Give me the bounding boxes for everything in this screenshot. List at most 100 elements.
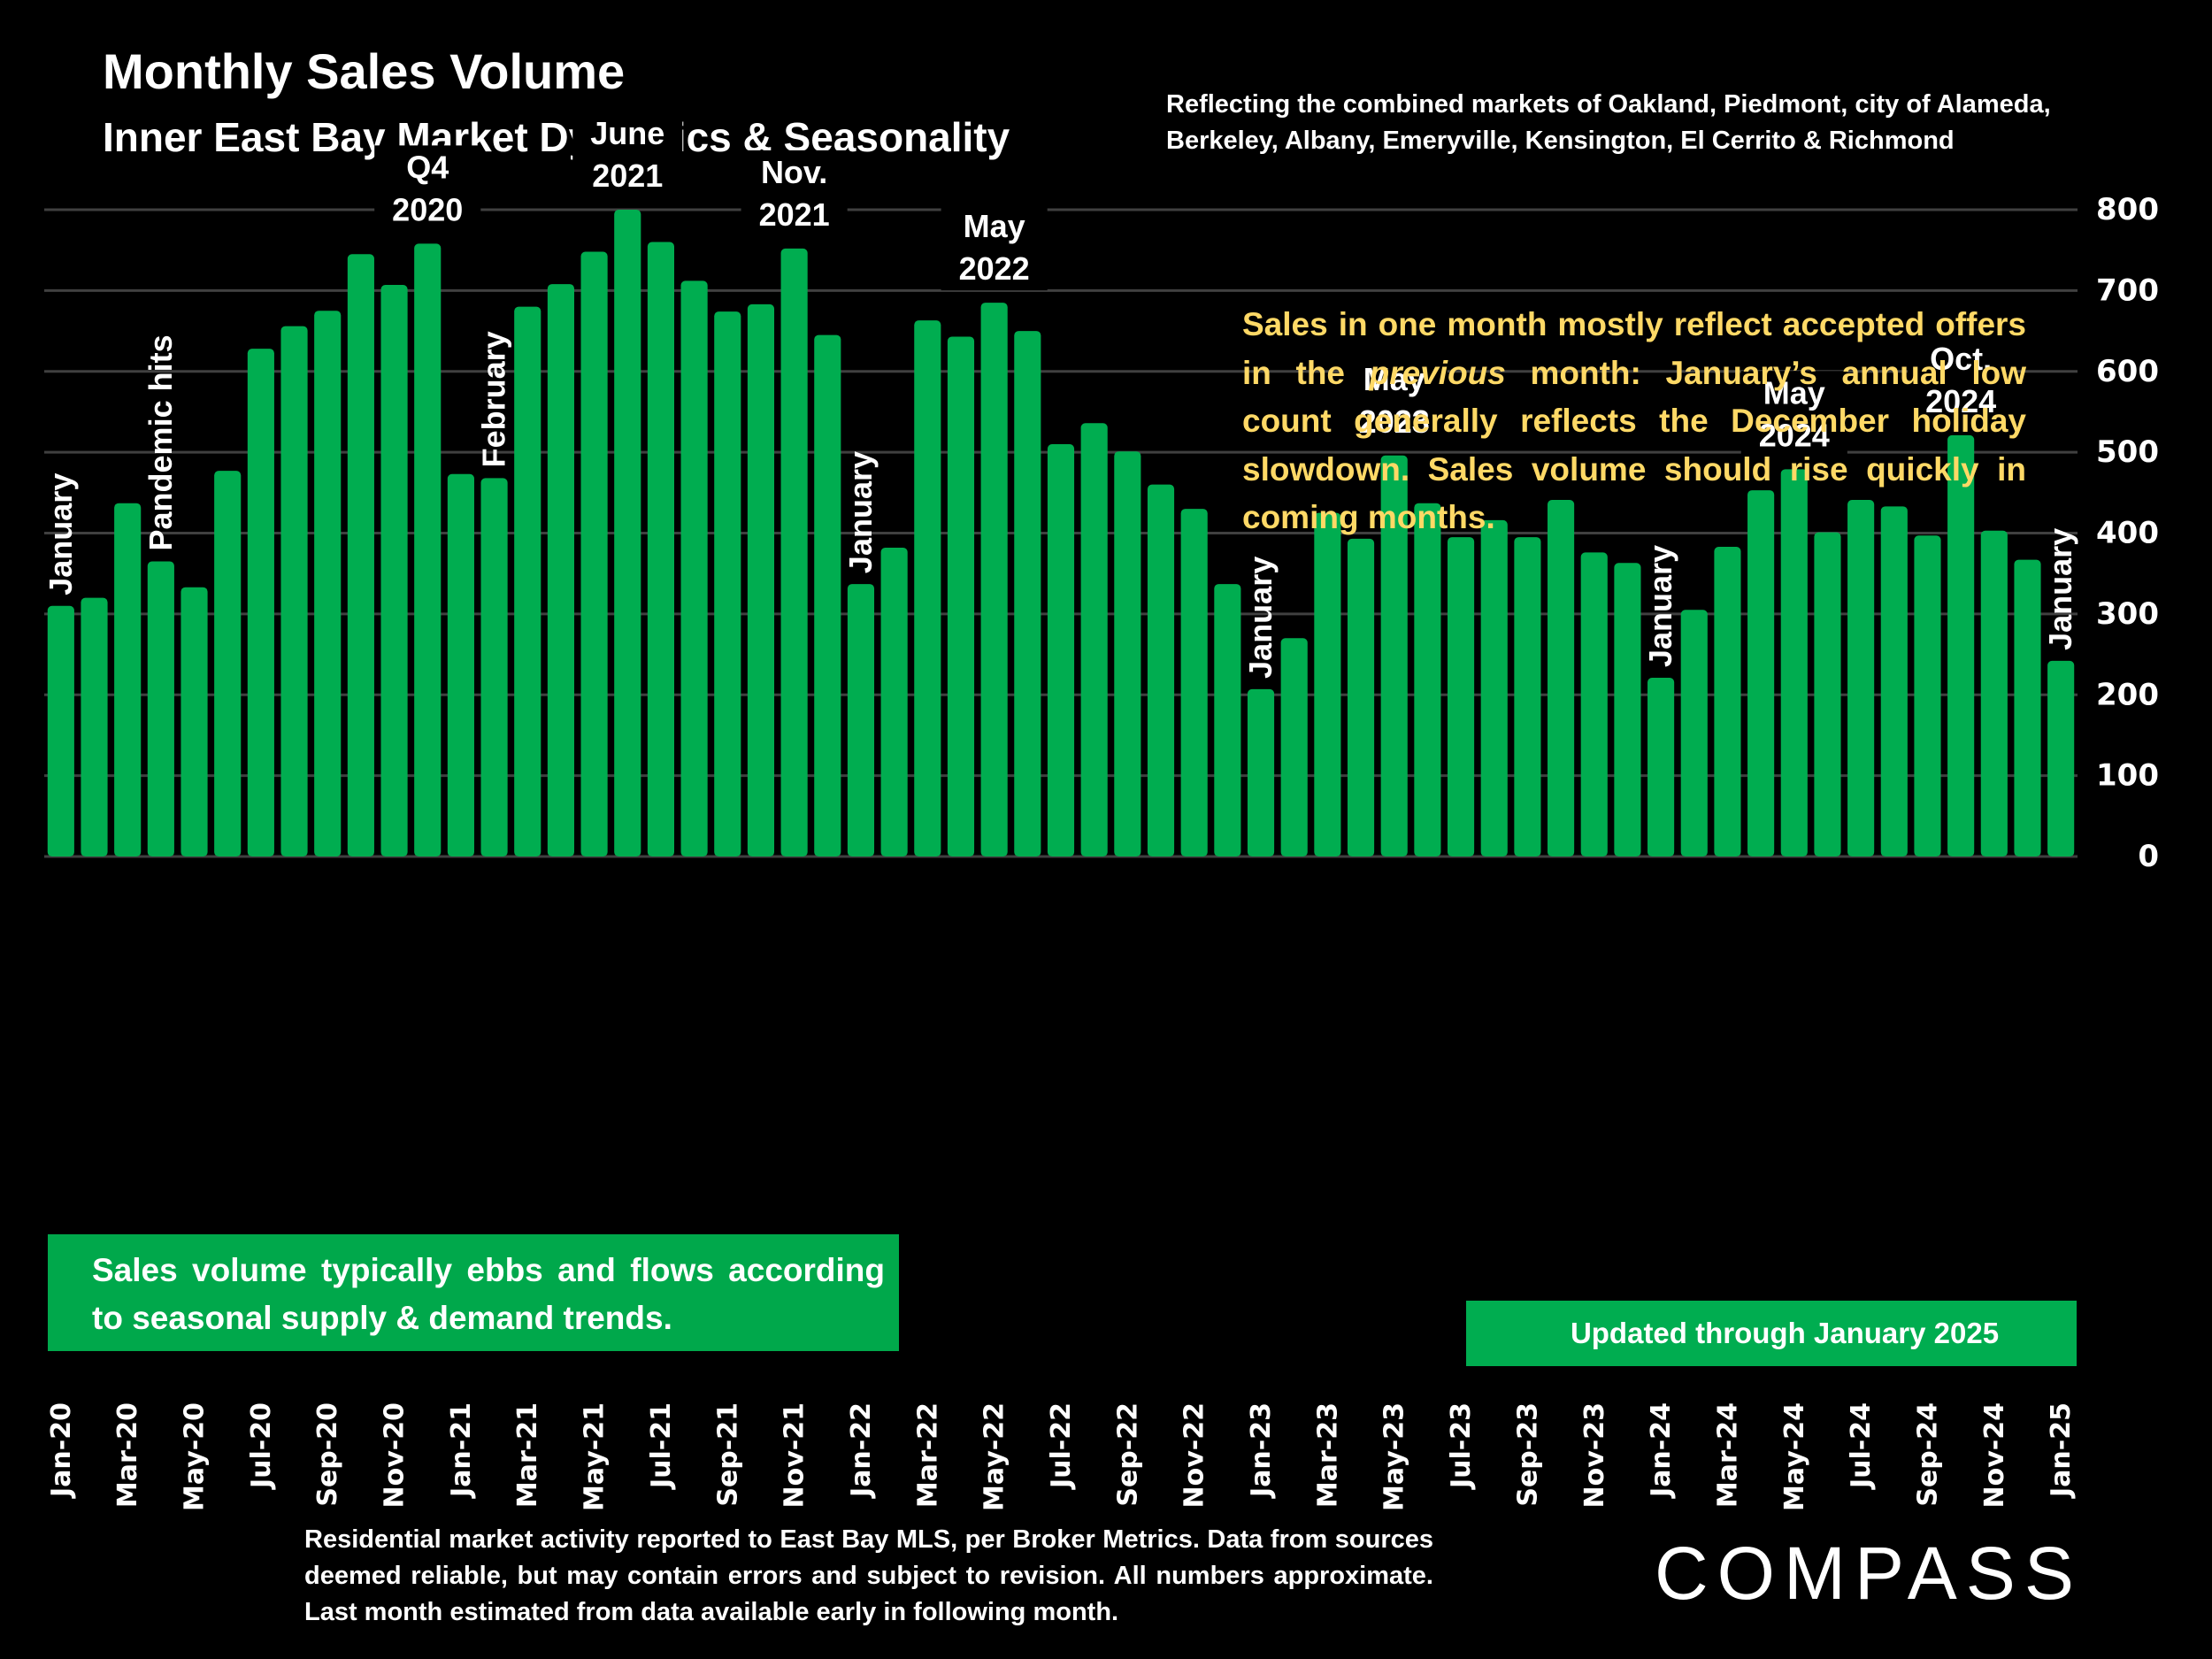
annotation-label: Oct. 2024 xyxy=(1925,341,1996,419)
y-tick-label: 100 xyxy=(2096,758,2159,794)
x-tick-label: Sep-21 xyxy=(712,1402,743,1507)
x-tick-label: Sep-24 xyxy=(1912,1402,1943,1507)
bar-Jul-22 xyxy=(1047,443,1075,856)
bar-Sep-21 xyxy=(714,311,741,856)
annotation-background xyxy=(741,150,848,236)
bar-Mar-23 xyxy=(1314,512,1341,856)
bar-Jun-23 xyxy=(1414,503,1441,856)
bar-Jan-22 xyxy=(847,584,875,856)
note-text-2: month: January’s annual low count genera… xyxy=(1242,354,2026,536)
annotation-label: January xyxy=(1242,557,1279,679)
bar-Aug-24 xyxy=(1880,506,1908,856)
bar-Jan-21 xyxy=(447,473,474,856)
bar-Dec-22 xyxy=(1214,584,1241,856)
annotation-line: 2022 xyxy=(959,250,1030,287)
bar-May-20 xyxy=(180,587,208,856)
bar-Aug-23 xyxy=(1480,519,1508,856)
bars xyxy=(47,210,2075,857)
bar-May-24 xyxy=(1780,469,1808,856)
annotation-label: May 2024 xyxy=(1759,374,1830,453)
bar-Oct-21 xyxy=(747,303,775,856)
bar-Feb-23 xyxy=(1280,638,1308,856)
x-tick-label: Jan-25 xyxy=(2046,1402,2077,1499)
bar-Jun-22 xyxy=(1014,331,1041,856)
annotation-background xyxy=(374,145,481,232)
x-tick-label: Jan-20 xyxy=(46,1402,77,1499)
bar-Sep-22 xyxy=(1114,451,1141,856)
annotation-background xyxy=(572,111,683,197)
bar-Apr-21 xyxy=(547,284,574,856)
annotation-label: Nov. 2021 xyxy=(759,154,830,233)
x-tick-label: May-21 xyxy=(580,1402,611,1511)
bar-Feb-20 xyxy=(81,597,108,856)
annotation-line: 2021 xyxy=(759,196,830,233)
x-tick-label: Jul-23 xyxy=(1446,1402,1477,1490)
annotation-label: June 2021 xyxy=(590,115,664,194)
bar-Sep-23 xyxy=(1514,537,1541,856)
bar-Jul-23 xyxy=(1447,537,1475,856)
bar-Feb-24 xyxy=(1680,610,1708,856)
bar-Jan-20 xyxy=(47,605,74,856)
annotation-line: May xyxy=(964,208,1025,244)
bar-Dec-23 xyxy=(1614,563,1641,856)
x-tick-label: Nov-20 xyxy=(380,1402,411,1508)
bar-Oct-22 xyxy=(1147,484,1175,856)
annotation-line: Oct. xyxy=(1930,341,1992,377)
bar-Oct-23 xyxy=(1548,500,1575,856)
bar-Jun-24 xyxy=(1814,532,1841,856)
annotation-line: 2024 xyxy=(1759,417,1830,453)
bar-May-21 xyxy=(580,251,608,856)
x-tick-label: Jul-21 xyxy=(646,1402,677,1490)
annotation-label: May 2023 xyxy=(1359,361,1430,440)
markets-line-1: Reflecting the combined markets of Oakla… xyxy=(1166,90,2051,119)
bar-Apr-24 xyxy=(1747,490,1775,856)
y-tick-label: 0 xyxy=(2138,839,2159,874)
bar-Nov-21 xyxy=(780,248,808,856)
bar-Aug-22 xyxy=(1080,423,1108,856)
bar-May-23 xyxy=(1380,455,1408,856)
x-tick-label: Jan-24 xyxy=(1646,1402,1677,1499)
x-tick-label: Sep-23 xyxy=(1512,1402,1543,1507)
annotation-label: January xyxy=(42,473,79,595)
x-tick-label: Nov-24 xyxy=(1979,1402,2010,1508)
x-tick-label: Jul-22 xyxy=(1046,1402,1077,1490)
x-tick-label: Jan-22 xyxy=(846,1402,877,1499)
x-tick-label: Nov-22 xyxy=(1179,1402,1210,1508)
bar-Aug-21 xyxy=(680,280,708,856)
annotation-line: 2021 xyxy=(592,157,663,194)
x-tick-label: Sep-20 xyxy=(312,1402,343,1507)
annotation-label: January xyxy=(842,451,879,573)
y-tick-label: 600 xyxy=(2096,354,2159,389)
x-tick-label: Jan-23 xyxy=(1246,1402,1277,1499)
x-tick-label: Mar-21 xyxy=(512,1402,543,1508)
annotation-line: 2023 xyxy=(1359,403,1430,440)
y-tick-label: 300 xyxy=(2096,596,2159,632)
annotation-line: May xyxy=(1763,374,1825,411)
updated-through-callout: Updated through January 2025 xyxy=(1466,1301,2077,1366)
annotations: January Pandemic hits Q4 2020 February June 20… xyxy=(42,111,2078,679)
seasonality-note: Sales in one month mostly reflect accept… xyxy=(1242,301,2026,542)
note-text-italic: previous xyxy=(1369,354,1506,391)
x-tick-label: Mar-23 xyxy=(1312,1402,1343,1508)
bar-Mar-21 xyxy=(514,306,541,856)
y-tick-label: 800 xyxy=(2096,192,2159,227)
chart-title: Monthly Sales Volume xyxy=(103,43,626,99)
bar-Apr-23 xyxy=(1347,538,1375,856)
bar-Jun-20 xyxy=(214,471,242,856)
bar-Jan-24 xyxy=(1647,678,1675,856)
x-tick-label: Jul-24 xyxy=(1846,1402,1877,1490)
bar-Nov-24 xyxy=(1980,530,2008,856)
bar-Aug-20 xyxy=(280,326,308,857)
bar-Feb-21 xyxy=(480,478,508,856)
bar-Sep-20 xyxy=(314,311,342,856)
bar-Jan-23 xyxy=(1247,688,1275,856)
annotation-line: 2024 xyxy=(1925,383,1996,419)
y-tick-label: 200 xyxy=(2096,677,2159,712)
x-tick-label: Jan-21 xyxy=(446,1402,477,1499)
x-tick-label: May-24 xyxy=(1779,1402,1810,1511)
bar-Sep-24 xyxy=(1914,535,1941,856)
bar-Jul-20 xyxy=(247,349,274,856)
annotation-line: 2020 xyxy=(392,191,463,227)
bar-Jan-25 xyxy=(2047,660,2075,856)
